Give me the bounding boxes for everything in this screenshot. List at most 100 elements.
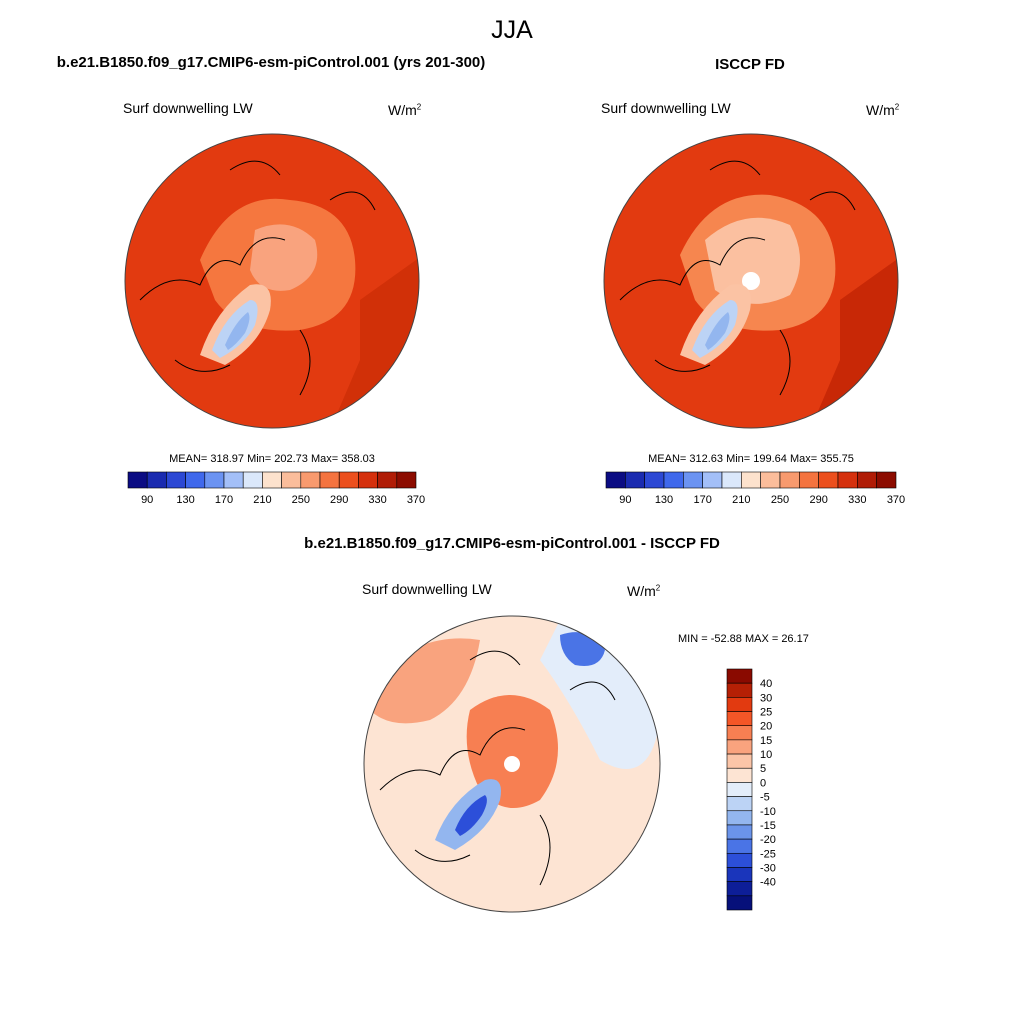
diff-colorbar-box (726, 682, 753, 698)
diff-colorbar-tick-label: -15 (760, 820, 776, 832)
obs-colorbar-box (644, 471, 665, 489)
obs-colorbar: 90 130 170 210 250 290 330 370 (605, 471, 905, 506)
obs-pole-hole (742, 272, 760, 290)
obs-units-label: W/m2 (866, 102, 900, 118)
diff-colorbar-box (726, 767, 753, 783)
model-colorbar-box (300, 471, 321, 489)
obs-colorbar-box (663, 471, 684, 489)
diff-colorbar-box (726, 753, 753, 769)
diff-polar-map (364, 616, 660, 912)
diff-colorbar-box (726, 739, 753, 755)
model-colorbar: 90 130 170 210 250 290 330 370 (127, 471, 425, 506)
obs-colorbar-box (818, 471, 839, 489)
diff-colorbar-box (726, 725, 753, 741)
obs-field-central-arctic (705, 217, 800, 304)
model-field-central-arctic (250, 224, 318, 291)
diff-variable-label: Surf downwelling LW (362, 581, 492, 597)
diff-colorbar-box (726, 711, 753, 727)
diff-colorbar-tick-label: 0 (760, 777, 766, 789)
obs-colorbar-box (741, 471, 761, 489)
obs-variable-label: Surf downwelling LW (601, 100, 731, 116)
model-colorbar-tick-label: 130 (176, 494, 194, 506)
diff-colorbar-box (726, 796, 753, 812)
diff-colorbar-box (726, 782, 753, 797)
diff-stats: MIN = -52.88 MAX = 26.17 (678, 633, 809, 645)
diff-colorbar-tick-label: -20 (760, 834, 776, 846)
model-colorbar-box (166, 471, 186, 489)
model-colorbar-box (146, 471, 167, 489)
model-variable-label: Surf downwelling LW (123, 100, 253, 116)
diff-colorbar-tick-label: -40 (760, 877, 776, 889)
obs-colorbar-tick-label: 170 (693, 494, 711, 506)
diff-colorbar-tick-label: 15 (760, 735, 772, 747)
model-colorbar-box (223, 471, 244, 489)
model-colorbar-tick-label: 210 (253, 494, 271, 506)
diff-colorbar-tick-label: -5 (760, 792, 770, 804)
diff-colorbar-box (726, 838, 753, 854)
obs-colorbar-tick-label: 290 (809, 494, 827, 506)
obs-colorbar-tick-label: 90 (619, 494, 631, 506)
diff-colorbar-box (726, 810, 753, 826)
diff-colorbar-tick-label: -30 (760, 862, 776, 874)
main-title: JJA (491, 16, 533, 44)
obs-colorbar-tick-label: 130 (655, 494, 673, 506)
obs-field-greenland-core (705, 312, 730, 350)
diff-colorbar-tick-label: 5 (760, 763, 766, 775)
diff-colorbar-tick-label: 40 (760, 678, 772, 690)
obs-colorbar-box (605, 471, 626, 489)
obs-colorbar-box (683, 471, 703, 489)
model-colorbar-tick-label: 170 (215, 494, 233, 506)
obs-colorbar-box (837, 471, 858, 489)
model-panel-title: b.e21.B1850.f09_g17.CMIP6-esm-piControl.… (56, 54, 486, 71)
model-colorbar-tick-label: 90 (141, 494, 153, 506)
obs-stats: MEAN= 312.63 Min= 199.64 Max= 355.75 (648, 453, 854, 465)
diff-colorbar-tick-label: -10 (760, 806, 776, 818)
diff-colorbar-box (726, 895, 753, 911)
obs-panel-title: ISCCP FD (715, 56, 785, 73)
obs-colorbar-box (625, 471, 645, 489)
obs-colorbar-box (779, 471, 800, 489)
diff-colorbar-tick-label: 25 (760, 707, 772, 719)
model-coastlines (139, 160, 376, 396)
obs-colorbar-box (799, 471, 819, 489)
obs-colorbar-box (760, 471, 781, 489)
diff-colorbar-tick-label: 20 (760, 721, 772, 733)
diff-colorbar-box (726, 668, 753, 684)
model-colorbar-box (262, 471, 282, 489)
model-colorbar-box (127, 471, 148, 489)
model-colorbar-box (358, 471, 378, 489)
model-colorbar-tick-label: 290 (330, 494, 348, 506)
obs-colorbar-tick-label: 210 (732, 494, 750, 506)
model-colorbar-tick-label: 370 (407, 494, 425, 506)
model-colorbar-box (204, 471, 225, 489)
diff-colorbar: 40 30 25 20 15 10 5 0 -5 -10 -15 -20 -25 -30 -40 (726, 668, 776, 911)
diff-colorbar-box (726, 881, 753, 897)
model-units-label: W/m2 (388, 102, 422, 118)
diff-colorbar-tick-label: 10 (760, 749, 772, 761)
diff-colorbar-box (726, 867, 753, 882)
diff-coastlines (379, 650, 616, 886)
diff-colorbar-tick-label: 30 (760, 692, 772, 704)
obs-polar-map (604, 134, 898, 428)
model-polar-map (125, 134, 419, 428)
model-colorbar-box (281, 471, 302, 489)
model-colorbar-box (377, 471, 398, 489)
obs-colorbar-box (702, 471, 723, 489)
obs-colorbar-box (876, 471, 897, 489)
obs-colorbar-tick-label: 330 (848, 494, 866, 506)
diff-colorbar-box (726, 852, 753, 868)
model-stats: MEAN= 318.97 Min= 202.73 Max= 358.03 (169, 453, 375, 465)
diff-field-greenland-core (455, 795, 487, 836)
diff-units-label: W/m2 (627, 583, 661, 599)
model-colorbar-box (242, 471, 263, 489)
model-field-greenland-core (225, 312, 250, 350)
model-colorbar-box (396, 471, 417, 489)
diff-pole-hole (504, 756, 520, 772)
obs-colorbar-box (721, 471, 742, 489)
obs-colorbar-tick-label: 370 (887, 494, 905, 506)
model-colorbar-box (338, 471, 359, 489)
diff-colorbar-box (726, 697, 753, 712)
model-colorbar-box (185, 471, 206, 489)
diff-colorbar-tick-label: -25 (760, 848, 776, 860)
